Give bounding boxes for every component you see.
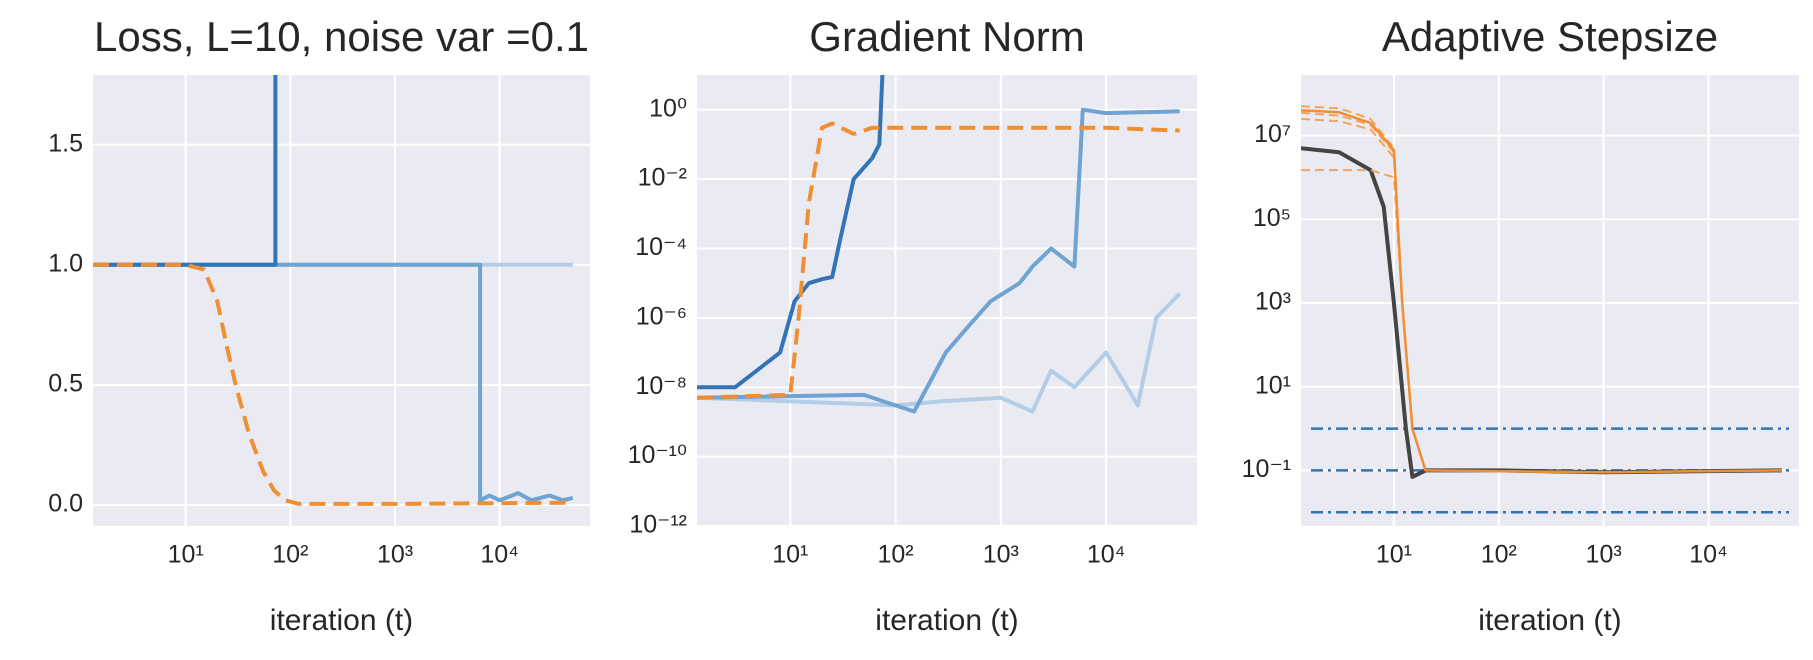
x-axis-label: iteration (t)	[1478, 604, 1621, 637]
y-tick-label: 10³	[1255, 288, 1291, 316]
chart-title: Gradient Norm	[809, 13, 1084, 60]
plot-area	[93, 75, 574, 506]
plot-area	[697, 75, 1182, 414]
y-tick-label: 10⁷	[1254, 120, 1291, 148]
y-tick-label: 10⁻⁴	[635, 233, 687, 261]
x-axis-label: iteration (t)	[875, 604, 1018, 637]
panel: 10¹ 10² 10³ 10⁴ 10⁻¹ 10¹ 10³ 10⁵ 10⁷ Adaptive Ste…	[1242, 13, 1799, 637]
x-tick-label: 10⁴	[480, 541, 519, 569]
x-tick-label: 10⁴	[1087, 541, 1126, 569]
y-tick-label: 0.5	[48, 370, 83, 398]
x-tick-label: 10¹	[168, 541, 204, 569]
x-tick-label: 10²	[272, 541, 308, 569]
x-tick-label: 10³	[377, 541, 413, 569]
y-tick-label: 10⁻²	[638, 164, 687, 192]
plot-area	[1301, 105, 1789, 514]
series-line	[697, 292, 1182, 414]
x-tick-label: 10²	[877, 541, 913, 569]
x-tick-label: 10⁴	[1689, 541, 1728, 569]
y-tick-label: 10⁻¹²	[629, 511, 687, 539]
plot-background	[1301, 75, 1799, 526]
series-line	[1301, 109, 1782, 474]
series-line	[93, 262, 573, 506]
y-tick-label: 10⁻¹⁰	[628, 441, 687, 469]
x-tick-label: 10³	[1586, 541, 1622, 569]
series-line	[697, 75, 885, 390]
x-tick-label: 10¹	[772, 541, 808, 569]
x-tick-label: 10²	[1481, 541, 1517, 569]
panel: 10¹ 10² 10³ 10⁴ 10⁻¹² 10⁻¹⁰ 10⁻⁸ 10⁻⁶ 10⁻⁴ 10⁻² 10…	[628, 13, 1197, 637]
series-line	[697, 107, 1180, 414]
x-axis-label: iteration (t)	[270, 604, 413, 637]
y-tick-label: 10¹	[1255, 371, 1291, 399]
y-tick-label: 0.0	[48, 490, 83, 518]
series-line	[697, 121, 1180, 400]
x-tick-label: 10¹	[1376, 541, 1412, 569]
plot-background	[93, 75, 590, 526]
x-tick-label: 10³	[983, 541, 1019, 569]
series-line	[93, 262, 574, 503]
y-tick-label: 10⁰	[649, 94, 687, 122]
y-tick-label: 1.0	[48, 249, 83, 277]
y-tick-label: 10⁻⁶	[636, 302, 687, 330]
y-tick-label: 1.5	[48, 129, 83, 157]
chart-title: Adaptive Stepsize	[1382, 13, 1718, 60]
plot-background	[697, 75, 1197, 526]
panel: 10¹ 10² 10³ 10⁴ 0.0 0.5 1.0 1.5 Loss, L=10, nois…	[48, 13, 590, 637]
y-tick-label: 10⁵	[1253, 204, 1291, 232]
y-tick-label: 10⁻⁸	[635, 372, 687, 400]
chart-title: Loss, L=10, noise var =0.1	[94, 13, 589, 60]
y-tick-label: 10⁻¹	[1242, 455, 1291, 483]
